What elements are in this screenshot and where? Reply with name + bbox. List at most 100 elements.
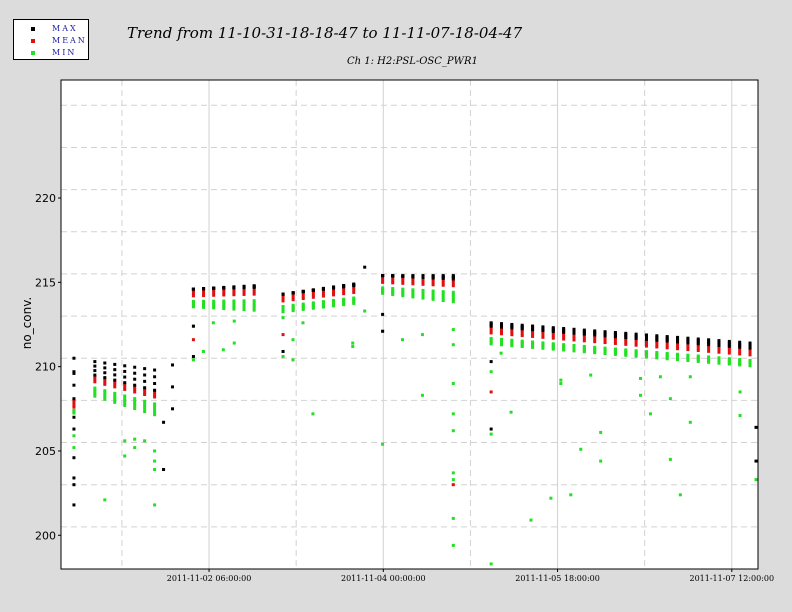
min-marker — [613, 347, 617, 351]
max-marker — [113, 368, 117, 372]
min-marker — [143, 402, 147, 406]
mean-marker — [572, 338, 576, 342]
min-marker — [509, 410, 513, 414]
min-marker — [603, 346, 607, 350]
mean-marker — [72, 401, 76, 405]
mean-marker — [531, 329, 535, 333]
mean-marker — [541, 333, 545, 337]
max-marker — [72, 370, 76, 374]
mean-marker — [191, 291, 195, 295]
min-marker — [489, 370, 493, 374]
mean-marker — [717, 345, 721, 349]
max-marker — [363, 265, 367, 269]
min-marker — [222, 301, 226, 305]
min-marker — [668, 397, 672, 401]
mean-marker — [624, 342, 628, 346]
mean-marker — [222, 293, 226, 297]
min-marker — [242, 308, 246, 312]
min-marker — [520, 339, 524, 343]
mean-marker — [489, 328, 493, 332]
legend-label-mean: MEAN — [52, 36, 87, 45]
max-marker — [754, 459, 758, 463]
min-marker — [441, 299, 445, 303]
mean-marker — [301, 296, 305, 300]
legend-item-min: MIN — [14, 48, 90, 60]
min-marker — [153, 410, 157, 414]
mean-marker — [133, 390, 137, 394]
mean-marker — [242, 292, 246, 296]
max-marker — [510, 322, 514, 326]
max-marker — [191, 324, 195, 328]
mean-marker — [572, 333, 576, 337]
mean-marker — [551, 334, 555, 338]
mean-marker — [520, 334, 524, 338]
max-marker — [93, 369, 97, 373]
min-marker — [451, 328, 455, 332]
mean-marker — [582, 334, 586, 338]
min-marker — [421, 290, 425, 294]
mean-marker — [696, 348, 700, 352]
y-axis-label: no_conv. — [20, 296, 34, 350]
min-marker — [113, 400, 117, 404]
mean-marker — [72, 403, 76, 407]
mean-marker — [153, 395, 157, 399]
min-marker — [655, 351, 659, 355]
mean-marker — [401, 281, 405, 285]
min-marker — [153, 405, 157, 409]
max-marker — [613, 331, 617, 335]
max-marker — [686, 336, 690, 340]
max-marker — [72, 415, 76, 419]
min-marker — [599, 430, 603, 434]
max-marker — [727, 343, 731, 347]
x-tick-label: 2011-11-04 00:00:00 — [341, 574, 426, 583]
min-marker — [202, 304, 206, 308]
mean-marker — [332, 290, 336, 294]
y-tick-label: 205 — [35, 445, 56, 458]
mean-marker — [281, 333, 285, 337]
mean-marker — [232, 290, 236, 294]
mean-marker — [123, 385, 127, 389]
min-marker — [281, 316, 285, 320]
max-marker — [748, 341, 752, 345]
legend-item-mean: MEAN — [14, 36, 90, 48]
max-marker — [634, 332, 638, 336]
min-marker — [143, 399, 147, 403]
min-marker — [451, 297, 455, 301]
max-marker — [676, 338, 680, 342]
max-marker — [391, 274, 395, 278]
max-marker — [401, 274, 405, 278]
min-marker — [153, 407, 157, 411]
min-marker — [688, 375, 692, 379]
min-marker — [421, 292, 425, 296]
min-marker — [411, 290, 415, 294]
min-marker — [451, 290, 455, 294]
min-marker — [451, 295, 455, 299]
min-marker — [252, 303, 256, 307]
min-marker — [332, 298, 336, 302]
min-marker — [153, 449, 157, 453]
max-marker — [123, 375, 127, 379]
max-marker — [655, 334, 659, 338]
mean-marker — [748, 353, 752, 357]
mean-marker — [686, 345, 690, 349]
min-marker — [500, 337, 504, 341]
min-marker — [242, 301, 246, 305]
mean-marker — [655, 345, 659, 349]
min-marker — [569, 493, 573, 497]
min-marker — [451, 382, 455, 386]
mean-marker — [212, 291, 216, 295]
min-marker — [93, 386, 97, 390]
min-marker — [143, 410, 147, 414]
mean-marker — [500, 332, 504, 336]
min-marker — [202, 302, 206, 306]
max-marker — [717, 340, 721, 344]
mean-marker — [113, 385, 117, 389]
mean-marker — [401, 279, 405, 283]
min-marker — [242, 299, 246, 303]
legend-swatch-max — [31, 27, 35, 31]
max-marker — [202, 287, 206, 291]
mean-marker — [212, 288, 216, 292]
mean-marker — [624, 340, 628, 344]
x-tick-label: 2011-11-02 06:00:00 — [167, 574, 252, 583]
